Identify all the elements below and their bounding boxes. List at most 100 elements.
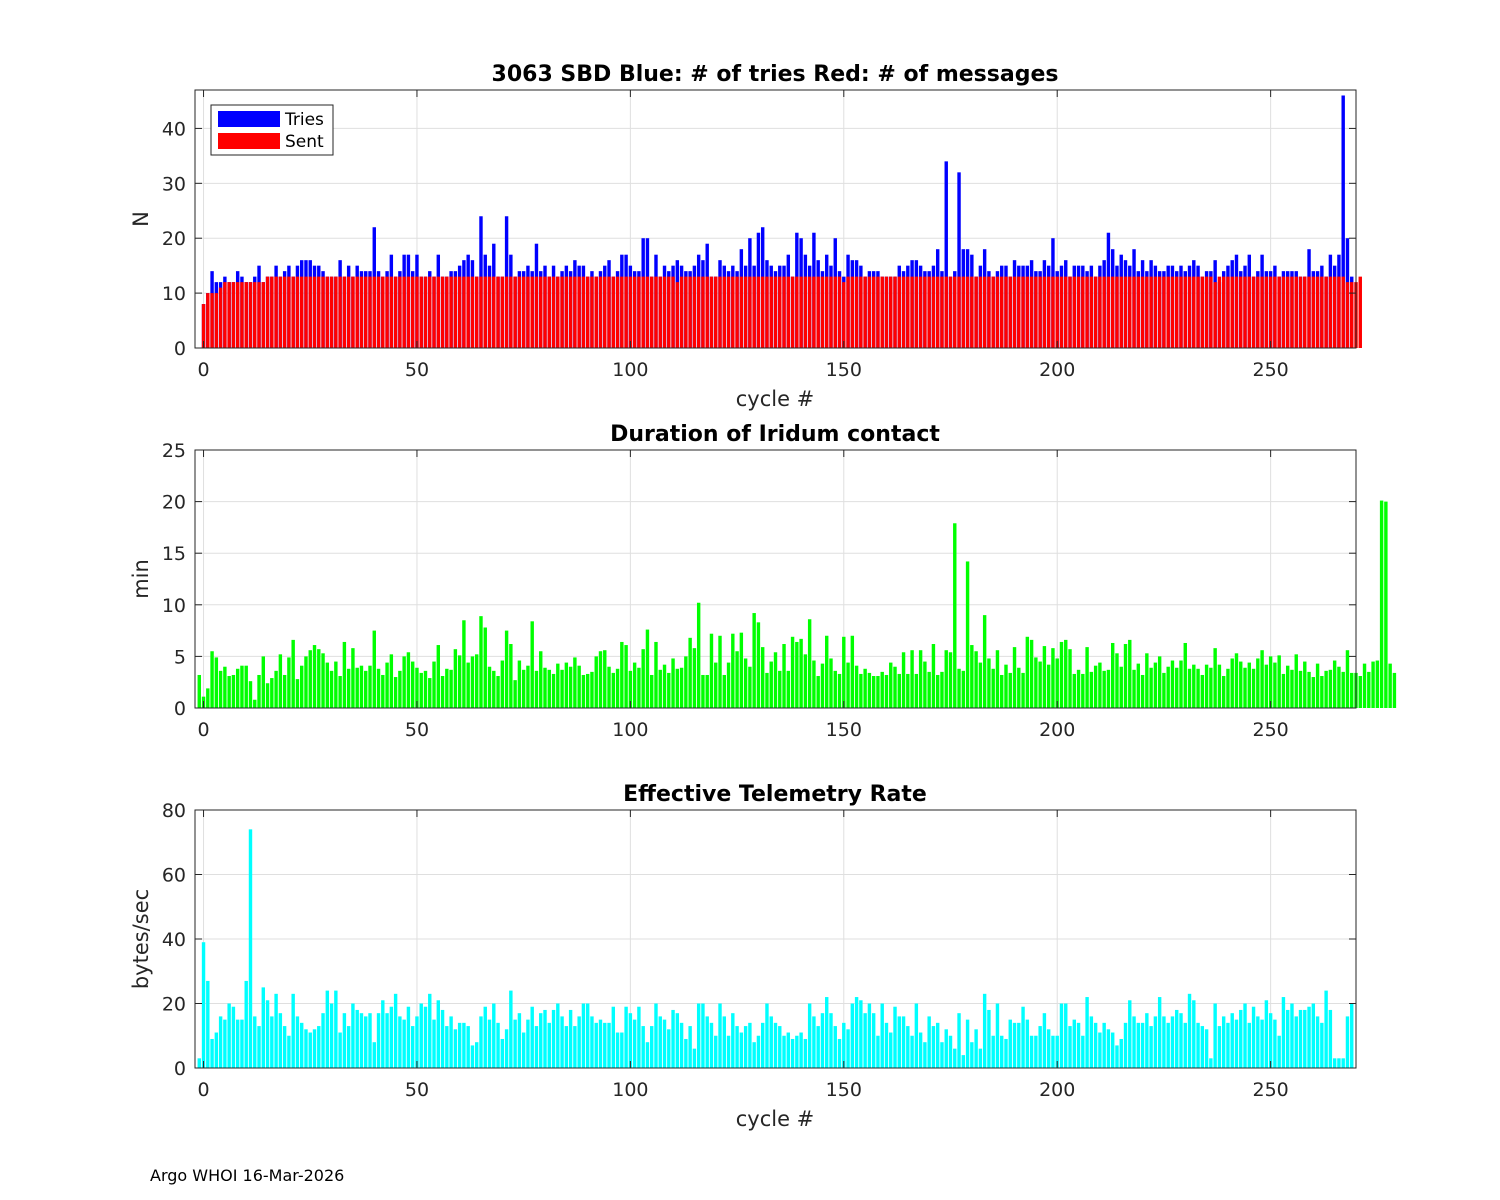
bar-duration: [615, 668, 620, 708]
bar-rate: [594, 1022, 598, 1068]
bar-sent: [1012, 276, 1017, 348]
bar-rate: [1034, 1035, 1038, 1068]
bar-rate: [1273, 1019, 1277, 1068]
bar-duration: [590, 671, 594, 708]
x-tick-label: 250: [1252, 719, 1288, 741]
bar-sent: [342, 276, 347, 348]
bar-sent: [637, 276, 641, 348]
bar-rate: [581, 1003, 586, 1068]
bar-sent: [1307, 276, 1311, 348]
bar-duration: [475, 654, 479, 708]
bar-rate: [880, 1003, 884, 1068]
bar-rate: [338, 1032, 342, 1068]
bar-duration: [684, 656, 688, 708]
legend-label-sent: Sent: [285, 132, 324, 152]
bar-rate: [752, 1042, 756, 1068]
bar-rate: [334, 990, 338, 1068]
bar-rate: [231, 1006, 236, 1068]
bar-sent: [1153, 276, 1158, 348]
bar-sent: [389, 276, 394, 348]
bar-sent: [568, 276, 573, 348]
bar-rate: [1290, 1003, 1294, 1068]
bar-duration: [1081, 673, 1085, 708]
bar-rate: [1328, 1009, 1333, 1068]
bar-rate: [487, 1019, 492, 1068]
bar-rate: [645, 1042, 650, 1068]
bar-sent: [701, 276, 705, 348]
bar-duration: [432, 661, 436, 708]
bar-rate: [521, 1032, 526, 1068]
bar-sent: [466, 276, 470, 348]
bar-sent: [876, 276, 880, 348]
bar-rate: [1068, 1026, 1072, 1068]
bar-rate: [760, 1022, 765, 1068]
bar-duration: [709, 633, 714, 708]
bar-duration: [1332, 660, 1337, 708]
bar-duration: [440, 676, 445, 708]
bar-sent: [756, 276, 761, 348]
bar-rate: [466, 1026, 470, 1068]
bar-rate: [1217, 1026, 1222, 1068]
bar-rate: [227, 1003, 231, 1068]
bar-rate: [265, 1000, 270, 1068]
axes-box: [194, 449, 1357, 709]
bar-duration: [235, 668, 240, 708]
bar-duration: [1123, 644, 1128, 708]
bar-rate: [470, 1045, 475, 1068]
bar-rate: [944, 1029, 948, 1068]
bar-duration: [995, 650, 1000, 708]
bar-sent: [385, 276, 389, 348]
bar-duration: [1038, 661, 1042, 708]
bar-rate: [1102, 1022, 1106, 1068]
bar-rate: [364, 1016, 368, 1068]
bar-sent: [620, 276, 624, 348]
bar-rate: [351, 1003, 355, 1068]
bar-sent: [1170, 276, 1175, 348]
bar-sent: [735, 276, 739, 348]
bar-sent: [867, 276, 872, 348]
bar-sent: [244, 282, 248, 348]
bar-rate: [449, 1016, 453, 1068]
bar-sent: [1217, 276, 1222, 348]
bar-sent: [1196, 276, 1200, 348]
bar-duration: [1064, 639, 1068, 708]
bar-duration: [577, 665, 581, 708]
axes-box: [194, 89, 1357, 349]
bar-sent: [1298, 276, 1303, 348]
x-tick-label: 100: [612, 719, 648, 741]
bar-rate: [667, 1029, 671, 1068]
bar-sent: [632, 276, 637, 348]
bar-sent: [1038, 276, 1042, 348]
bar-sent: [799, 276, 803, 348]
bar-sent: [274, 276, 278, 348]
bar-rate: [948, 1035, 953, 1068]
bar-duration: [1315, 663, 1320, 708]
bar-sent: [923, 276, 927, 348]
legend-label-tries: Tries: [284, 110, 324, 130]
bar-duration: [748, 666, 752, 708]
bar-rate: [1226, 1022, 1230, 1068]
bar-sent: [1315, 276, 1320, 348]
ticks: 0 50 100 150 200 250 0 5 10 15 20 25: [162, 440, 1356, 741]
bar-sent: [526, 276, 530, 348]
bar-sent: [931, 276, 936, 348]
bar-duration: [428, 678, 432, 708]
x-tick-label: 100: [612, 359, 648, 381]
bar-rate: [317, 1026, 321, 1068]
bar-duration: [312, 645, 317, 708]
x-axis-label: cycle #: [736, 1107, 815, 1131]
bar-duration: [833, 670, 837, 708]
bar-rate: [1332, 1058, 1337, 1068]
bar-duration: [769, 661, 773, 708]
bar-sent: [1166, 276, 1170, 348]
bar-duration: [581, 674, 586, 708]
bar-duration: [1034, 657, 1038, 708]
bar-duration: [889, 662, 893, 708]
bar-duration: [935, 674, 940, 708]
bar-sent: [854, 276, 859, 348]
bar-duration: [1055, 658, 1059, 708]
bar-sent: [500, 276, 505, 348]
bar-rate: [1046, 1029, 1051, 1068]
bar-sent: [773, 276, 778, 348]
bar-duration: [257, 674, 261, 708]
